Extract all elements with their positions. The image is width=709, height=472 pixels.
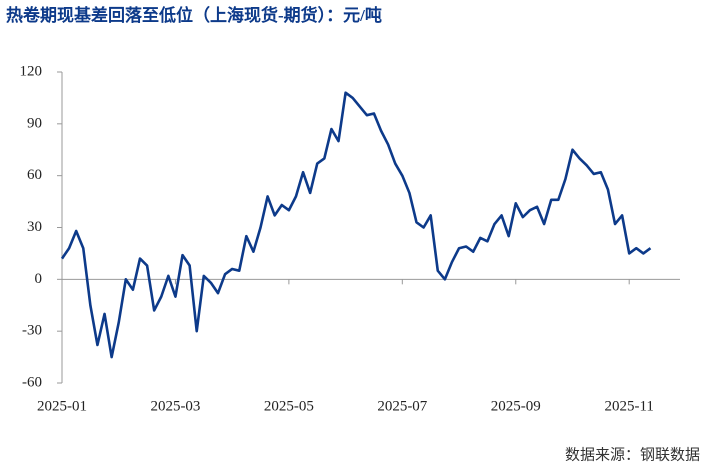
y-tick-label: 60 [27,167,42,183]
y-tick-label: -30 [22,323,42,339]
y-tick-label: -60 [22,374,42,390]
y-tick-label: 30 [27,219,42,235]
x-tick-label: 2025-11 [604,398,653,414]
y-tick-label: 90 [27,115,42,131]
chart-title: 热卷期现基差回落至低位（上海现货-期货）：元/吨 [6,5,382,25]
y-tick-label: 0 [35,271,43,287]
x-tick-label: 2025-05 [264,398,314,414]
x-tick-label: 2025-07 [377,398,427,414]
data-line [60,91,652,359]
source-note: 数据来源：钢联数据 [565,446,700,463]
x-tick-label: 2025-03 [150,398,200,414]
y-tick-label: 120 [20,63,43,79]
x-tick-label: 2025-01 [37,398,87,414]
x-tick-label: 2025-09 [491,398,541,414]
